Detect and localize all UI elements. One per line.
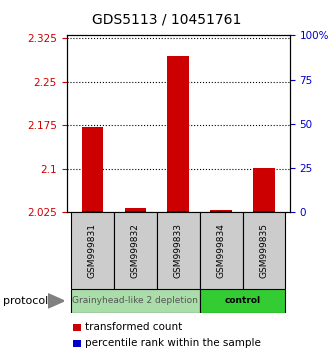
Bar <box>167 56 189 212</box>
Bar <box>71 289 199 313</box>
Bar <box>253 168 275 212</box>
Bar <box>199 212 242 289</box>
Bar <box>125 209 146 212</box>
Text: GSM999831: GSM999831 <box>88 223 97 278</box>
Bar <box>199 289 285 313</box>
Text: transformed count: transformed count <box>85 322 182 332</box>
Text: GDS5113 / 10451761: GDS5113 / 10451761 <box>92 12 241 27</box>
Text: control: control <box>224 296 261 306</box>
Bar <box>73 340 81 347</box>
Text: GSM999833: GSM999833 <box>173 223 183 278</box>
Text: GSM999832: GSM999832 <box>131 223 140 278</box>
Bar <box>71 212 114 289</box>
Bar <box>82 211 103 212</box>
Bar <box>242 212 285 289</box>
Bar <box>82 127 103 212</box>
Text: Grainyhead-like 2 depletion: Grainyhead-like 2 depletion <box>72 296 198 306</box>
Text: percentile rank within the sample: percentile rank within the sample <box>85 338 261 348</box>
Text: GSM999834: GSM999834 <box>216 223 225 278</box>
Polygon shape <box>48 294 64 308</box>
Bar <box>210 210 232 212</box>
Bar <box>125 211 146 212</box>
Bar <box>210 211 232 212</box>
Bar <box>73 324 81 331</box>
Text: GSM999835: GSM999835 <box>259 223 268 278</box>
Bar <box>114 212 157 289</box>
Bar <box>157 212 199 289</box>
Text: protocol: protocol <box>3 296 49 306</box>
Bar <box>253 211 275 212</box>
Bar <box>167 211 189 212</box>
